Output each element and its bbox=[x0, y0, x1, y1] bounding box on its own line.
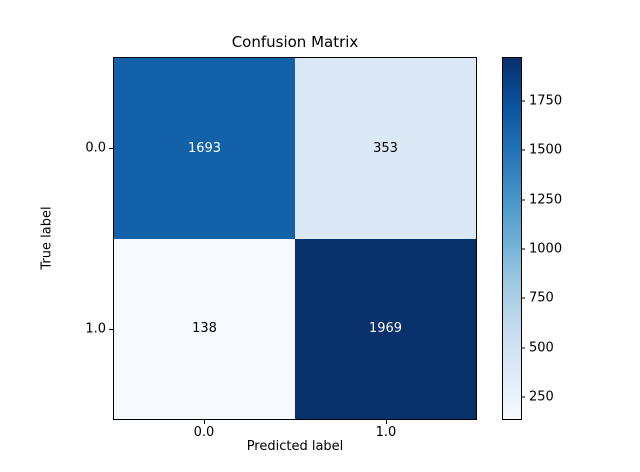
colorbar-gradient bbox=[503, 58, 521, 419]
matrix-cell: 1693 bbox=[114, 58, 295, 239]
matrix-cell: 138 bbox=[114, 238, 295, 419]
colorbar-tick-label: 500 bbox=[529, 340, 554, 356]
matrix-cell: 353 bbox=[295, 58, 476, 239]
x-axis-label: Predicted label bbox=[246, 439, 344, 454]
y-tick-mark bbox=[109, 329, 113, 330]
y-tick-label: 0.0 bbox=[85, 140, 106, 156]
x-axis-tick-labels: 0.0 1.0 bbox=[113, 425, 477, 440]
colorbar-tick-label: 1000 bbox=[529, 241, 563, 257]
y-axis-label: True label bbox=[39, 206, 55, 270]
colorbar-tick-label: 250 bbox=[529, 389, 554, 405]
y-tick-mark bbox=[109, 148, 113, 149]
colorbar-tick-mark bbox=[521, 297, 525, 299]
colorbar-tick-mark bbox=[521, 199, 525, 201]
chart-title: Confusion Matrix bbox=[231, 33, 359, 51]
x-tick-label: 1.0 bbox=[375, 425, 397, 440]
x-tick-label: 0.0 bbox=[193, 425, 215, 440]
colorbar-tick-label: 750 bbox=[529, 290, 554, 306]
heatmap-plot: 1693 353 138 1969 bbox=[113, 57, 477, 420]
x-tick-mark bbox=[204, 420, 205, 424]
colorbar-tick-label: 1500 bbox=[529, 142, 563, 158]
colorbar-tick-mark bbox=[521, 100, 525, 102]
colorbar-tick-mark bbox=[521, 347, 525, 349]
colorbar-tick-mark bbox=[521, 149, 525, 151]
matrix-cell: 1969 bbox=[295, 238, 476, 419]
colorbar-tick-label: 1250 bbox=[529, 192, 563, 208]
colorbar-tick-mark bbox=[521, 248, 525, 250]
colorbar-tick-label: 1750 bbox=[529, 93, 563, 109]
colorbar: 250 500 750 1000 1250 1500 1750 bbox=[502, 57, 562, 420]
colorbar-tick-mark bbox=[521, 396, 525, 398]
y-tick-label: 1.0 bbox=[85, 321, 106, 337]
x-tick-mark bbox=[386, 420, 387, 424]
